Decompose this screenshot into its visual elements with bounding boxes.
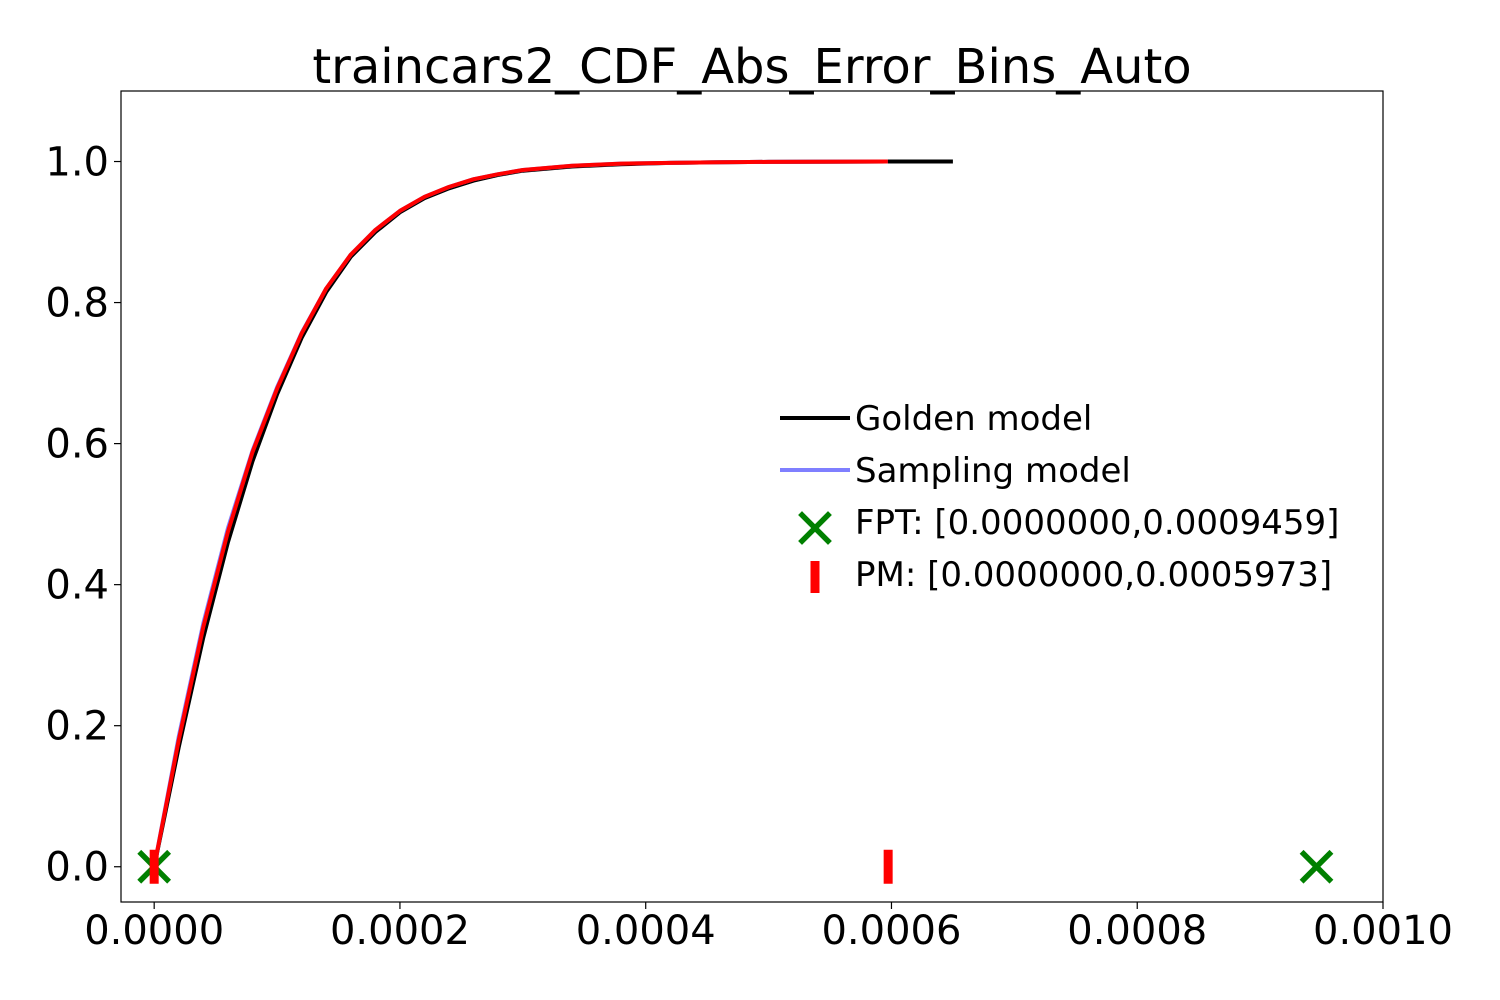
x-axis: 0.0000 0.0002 0.0004 0.0006 0.0008 0.0010 <box>84 902 1453 954</box>
fpt-marker-stroke <box>1299 849 1334 884</box>
x-tick-label: 0.0006 <box>821 908 961 954</box>
y-tick-label: 0.8 <box>45 281 109 327</box>
legend-label: PM: [0.0000000,0.0005973] <box>855 555 1332 595</box>
legend-swatch-fpt-stroke <box>798 511 832 545</box>
plot-area <box>137 159 1334 884</box>
x-tick-label: 0.0010 <box>1313 908 1453 954</box>
legend-label: FPT: [0.0000000,0.0009459] <box>855 503 1339 543</box>
fpt-marker <box>1299 849 1334 884</box>
legend-label: Golden model <box>855 399 1092 439</box>
y-tick-label: 0.0 <box>45 845 109 891</box>
chart-title: traincars2_CDF_Abs_Error_Bins_Auto <box>312 39 1191 95</box>
y-tick-label: 0.2 <box>45 704 109 750</box>
x-tick-label: 0.0002 <box>330 908 470 954</box>
y-tick-label: 0.6 <box>45 422 109 468</box>
y-axis: 0.0 0.2 0.4 0.6 0.8 1.0 <box>45 140 121 891</box>
y-tick-label: 1.0 <box>45 140 109 186</box>
x-tick-label: 0.0008 <box>1067 908 1207 954</box>
axes-frame <box>120 90 1384 903</box>
x-tick-label: 0.0004 <box>576 908 716 954</box>
series-line-red-curve <box>152 159 888 868</box>
legend: Golden model Sampling model FPT: [0.000000… <box>780 399 1339 595</box>
y-tick-label: 0.4 <box>45 563 109 609</box>
legend-label: Sampling model <box>855 451 1131 491</box>
series-line-sampling-model <box>152 159 888 868</box>
series-line-golden-model <box>152 159 953 868</box>
legend-swatch-fpt <box>798 511 832 545</box>
x-tick-label: 0.0000 <box>84 908 224 954</box>
